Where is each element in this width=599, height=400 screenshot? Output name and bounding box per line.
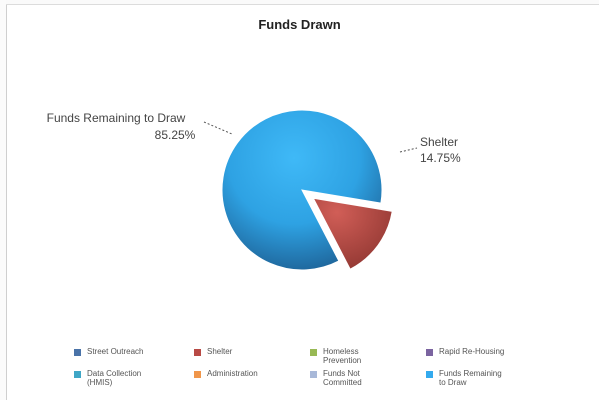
legend-label: Data Collection (HMIS) <box>87 369 142 387</box>
legend-item[interactable]: Funds Remaining to Draw <box>426 369 507 387</box>
legend-swatch <box>194 371 201 378</box>
legend-swatch <box>426 349 433 356</box>
legend-swatch <box>74 371 81 378</box>
legend-label: Shelter <box>207 347 233 356</box>
window-top-edge <box>6 0 599 5</box>
legend-item[interactable]: Shelter <box>194 347 275 361</box>
legend-item[interactable]: Rapid Re-Housing <box>426 347 507 361</box>
legend-label: Funds Remaining to Draw <box>439 369 502 387</box>
window-left-edge <box>0 0 7 400</box>
legend-swatch <box>194 349 201 356</box>
legend-item[interactable]: Administration <box>194 369 275 383</box>
legend-item[interactable]: Data Collection (HMIS) <box>74 369 155 387</box>
legend-item[interactable]: Homeless Prevention <box>310 347 391 365</box>
legend-label: Rapid Re-Housing <box>439 347 505 356</box>
legend-label: Homeless Prevention <box>323 347 362 365</box>
slice-percent-funds-remaining: 85.25% <box>155 128 196 142</box>
slice-shelter <box>312 197 393 270</box>
slice-percent-shelter: 14.75% <box>420 151 461 165</box>
slice-funds-remaining <box>221 109 383 271</box>
legend-swatch <box>74 349 81 356</box>
legend-item[interactable]: Funds Not Committed <box>310 369 391 387</box>
legend-label: Administration <box>207 369 258 378</box>
slice-label-funds-remaining: Funds Remaining to Draw <box>47 111 186 125</box>
legend-label: Street Outreach <box>87 347 144 356</box>
legend-swatch <box>426 371 433 378</box>
slice-label-shelter: Shelter <box>420 135 458 149</box>
legend-swatch <box>310 371 317 378</box>
legend-swatch <box>310 349 317 356</box>
leader-line-shelter <box>399 147 418 153</box>
legend-label: Funds Not Committed <box>323 369 362 387</box>
leader-line-funds-remaining <box>203 121 233 135</box>
legend-item[interactable]: Street Outreach <box>74 347 155 361</box>
chart-title: Funds Drawn <box>258 17 341 32</box>
